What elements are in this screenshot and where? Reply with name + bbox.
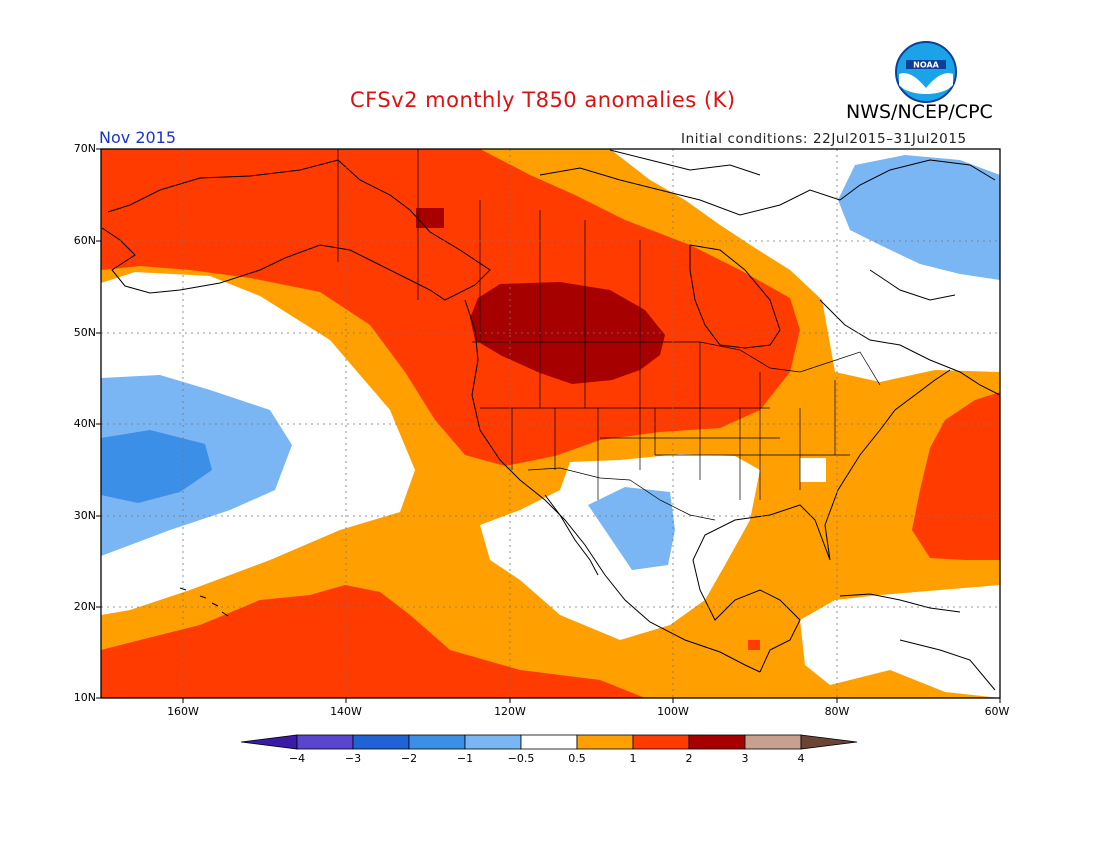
lat-label: 70N bbox=[73, 142, 96, 155]
anomaly-hot-spot-beaufort bbox=[416, 208, 444, 228]
colorbar-label: 2 bbox=[685, 752, 693, 765]
lon-label: 120W bbox=[494, 705, 526, 718]
lat-label: 20N bbox=[73, 600, 96, 613]
us-state-lines bbox=[480, 342, 850, 500]
anomaly-cool-greenland bbox=[838, 155, 1000, 280]
lat-label: 50N bbox=[73, 326, 96, 339]
colorbar-label: −3 bbox=[344, 752, 362, 765]
colorbar-label: −4 bbox=[288, 752, 306, 765]
anomaly-field bbox=[101, 149, 1000, 698]
graticule bbox=[101, 149, 1000, 698]
lon-label: 140W bbox=[330, 705, 362, 718]
forecast-period: Nov 2015 bbox=[99, 128, 177, 147]
canada-province-lines bbox=[417, 149, 641, 342]
logo-label: NOAA bbox=[913, 61, 939, 70]
colorbar-swatch bbox=[520, 734, 578, 750]
coastline-arctic-islands bbox=[539, 149, 841, 216]
lon-label: 60W bbox=[984, 705, 1010, 718]
border-us-mexico bbox=[527, 467, 716, 521]
chart-title: CFSv2 monthly T850 anomalies (K) bbox=[350, 88, 736, 112]
initial-conditions-label: Initial conditions: 22Jul2015–31Jul2015 bbox=[681, 131, 967, 147]
colorbar-arrow-low bbox=[240, 734, 298, 750]
colorbar-swatch bbox=[408, 734, 466, 750]
colorbar-label: 3 bbox=[741, 752, 749, 765]
lat-label: 30N bbox=[73, 509, 96, 522]
lon-label: 80W bbox=[824, 705, 850, 718]
anomaly-neutral-caribbean bbox=[800, 585, 1000, 698]
anomaly-warm-tropical-pacific bbox=[101, 585, 645, 698]
noaa-logo-icon: NOAA bbox=[895, 41, 957, 103]
colorbar-label: 0.5 bbox=[568, 752, 586, 765]
political-borders bbox=[337, 149, 881, 521]
lon-label: 100W bbox=[657, 705, 689, 718]
coastline-greenland bbox=[839, 159, 996, 301]
colorbar-swatch bbox=[464, 734, 522, 750]
lat-label: 40N bbox=[73, 417, 96, 430]
anomaly-warm-spot-gulf bbox=[748, 640, 760, 650]
anomaly-warm-atlantic bbox=[912, 392, 1000, 560]
colorbar bbox=[240, 734, 858, 750]
coastline-labrador bbox=[819, 299, 1000, 396]
colorbar-label: 4 bbox=[797, 752, 805, 765]
colorbar-arrow-high bbox=[800, 734, 858, 750]
colorbar-label: 1 bbox=[629, 752, 637, 765]
agency-label: NWS/NCEP/CPC bbox=[846, 101, 993, 123]
anomaly-cool-texas bbox=[588, 487, 675, 570]
lat-label: 10N bbox=[73, 691, 96, 704]
coastline-westcoast bbox=[464, 299, 761, 673]
anomaly-neutral-eastcoast bbox=[800, 458, 826, 482]
coastlines bbox=[101, 149, 1000, 691]
anomaly-hot-core bbox=[470, 282, 665, 384]
lon-label: 160W bbox=[167, 705, 199, 718]
anomaly-cold-pacific bbox=[101, 430, 212, 503]
axis-ticks bbox=[96, 148, 1001, 703]
colorbar-swatch bbox=[296, 734, 354, 750]
coastline-hudson-bay bbox=[689, 244, 781, 349]
colorbar-swatch bbox=[576, 734, 634, 750]
colorbar-label: −0.5 bbox=[507, 752, 535, 765]
colorbar-label: −1 bbox=[456, 752, 474, 765]
coastline-alaska bbox=[101, 159, 491, 301]
anomaly-warm-northamerica bbox=[101, 149, 800, 466]
colorbar-swatch bbox=[352, 734, 410, 750]
coastline-caribbean bbox=[839, 593, 996, 691]
colorbar-swatch bbox=[632, 734, 690, 750]
coastline-baja bbox=[544, 494, 599, 576]
colorbar-swatch bbox=[744, 734, 802, 750]
coastline-gulf bbox=[692, 369, 951, 673]
colorbar-swatch bbox=[688, 734, 746, 750]
lat-label: 60N bbox=[73, 234, 96, 247]
colorbar-label: −2 bbox=[400, 752, 418, 765]
